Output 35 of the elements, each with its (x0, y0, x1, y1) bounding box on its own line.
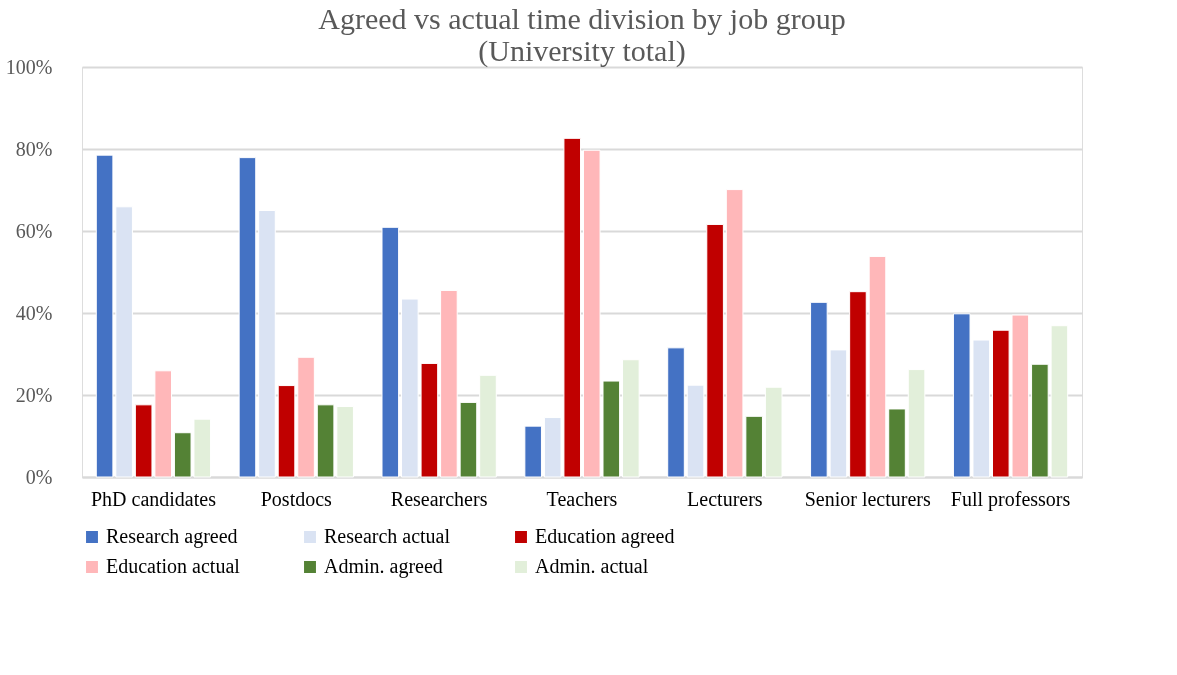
y-tick-label: 100% (5, 55, 53, 78)
y-tick-label: 20% (15, 383, 53, 406)
text: Agreed vs actual time division by job group (318, 2, 846, 35)
bar (888, 408, 906, 478)
x-tick-label: Full professors (950, 487, 1071, 511)
bar (907, 369, 926, 478)
x-tick-label: Lecturers (687, 487, 763, 510)
x-tick-label: PhD candidates (90, 487, 217, 510)
bar (297, 356, 315, 478)
legend-label: Research agreed (106, 525, 238, 548)
bar (524, 425, 542, 478)
x-tick-label: Teachers (546, 487, 618, 510)
bar (849, 291, 867, 478)
x-tick-label: Senior lecturers (804, 487, 931, 510)
y-tick-label: 80% (15, 137, 53, 160)
bar (479, 374, 497, 478)
bar (381, 226, 400, 478)
y-tick-label: 40% (15, 301, 53, 324)
bar (667, 347, 685, 478)
legend-label: Admin. agreed (324, 555, 443, 578)
text: (University total) (478, 34, 686, 67)
x-tick-label: Postdocs (260, 487, 333, 510)
bar (622, 359, 640, 478)
x-tick-label: Researchers (390, 487, 488, 510)
bar (868, 255, 887, 478)
bar (258, 210, 276, 478)
y-tick-label: 0% (25, 465, 53, 488)
y-tick-label: 60% (15, 219, 53, 242)
bar (277, 385, 296, 478)
legend-label: Research actual (324, 525, 451, 547)
legend-label: Education actual (106, 555, 241, 577)
bar (764, 386, 783, 478)
legend-label: Admin. actual (535, 555, 649, 577)
bar (238, 157, 257, 478)
legend-label: Education agreed (535, 525, 675, 548)
